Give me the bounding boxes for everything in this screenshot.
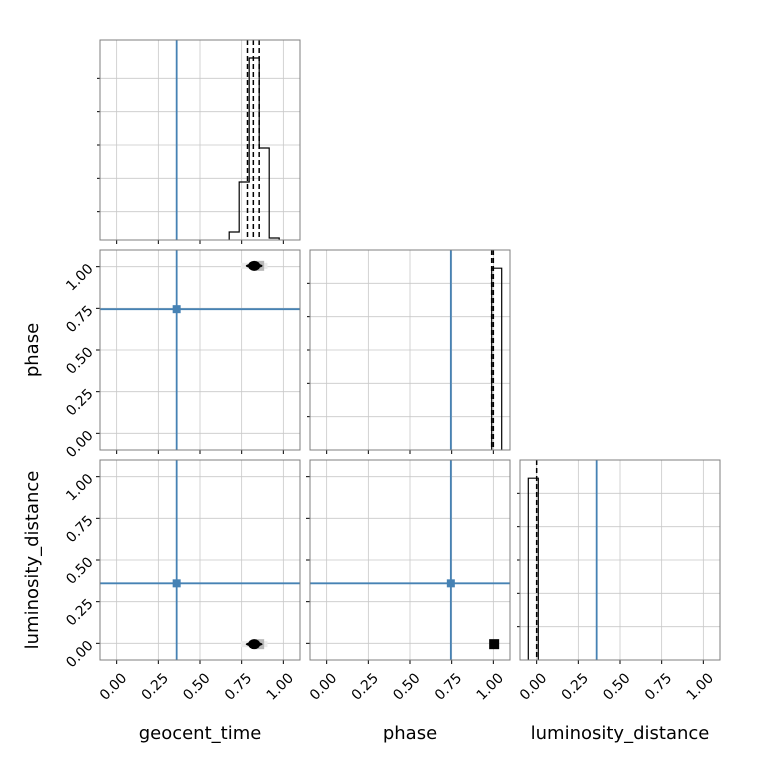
xticklabel-phase-2: 0.50 bbox=[390, 670, 423, 703]
hist-geocent_time-frame bbox=[99, 39, 301, 241]
panel-geocent_time-vs-luminosity_distance-frame bbox=[99, 459, 301, 661]
yticklabel-phase-1: 0.25 bbox=[63, 386, 96, 419]
xticklabel-phase-1: 0.25 bbox=[349, 670, 382, 703]
xlabel-phase: phase bbox=[383, 723, 437, 744]
xticklabel-luminosity_distance-1: 0.25 bbox=[559, 670, 592, 703]
panel-phase-vs-luminosity_distance-sample-point bbox=[489, 639, 500, 650]
panel-geocent_time-vs-luminosity_distance-truth-marker bbox=[172, 579, 181, 588]
yticklabel-phase-4: 1.00 bbox=[63, 261, 96, 294]
xticklabel-luminosity_distance-3: 0.75 bbox=[642, 670, 675, 703]
xticklabel-luminosity_distance-0: 0.00 bbox=[517, 670, 550, 703]
yticklabel-luminosity_distance-1: 0.25 bbox=[63, 596, 96, 629]
xticklabel-phase-3: 0.75 bbox=[432, 670, 465, 703]
yticklabel-luminosity_distance-3: 0.75 bbox=[63, 513, 96, 546]
ylabel-luminosity_distance: luminosity_distance bbox=[22, 471, 43, 650]
yticklabel-luminosity_distance-4: 1.00 bbox=[63, 471, 96, 504]
xticklabel-luminosity_distance-4: 1.00 bbox=[684, 670, 717, 703]
panel-phase-vs-luminosity_distance-truth-marker bbox=[446, 579, 455, 588]
yticklabel-phase-3: 0.75 bbox=[63, 303, 96, 336]
xticklabel-geocent_time-2: 0.50 bbox=[180, 670, 213, 703]
ylabel-phase: phase bbox=[22, 323, 43, 377]
hist-geocent_time-steps bbox=[228, 57, 280, 240]
xticklabel-geocent_time-4: 1.00 bbox=[264, 670, 297, 703]
hist-luminosity_distance-frame bbox=[519, 459, 721, 661]
xticklabel-geocent_time-1: 0.25 bbox=[139, 670, 172, 703]
xlabel-luminosity_distance: luminosity_distance bbox=[531, 723, 710, 744]
xticklabel-geocent_time-0: 0.00 bbox=[97, 670, 130, 703]
yticklabel-phase-0: 0.00 bbox=[63, 428, 96, 461]
panel-phase-vs-luminosity_distance-frame bbox=[309, 459, 511, 661]
panel-geocent_time-vs-luminosity_distance-density-peak bbox=[248, 639, 261, 650]
xticklabel-luminosity_distance-2: 0.50 bbox=[600, 670, 633, 703]
yticklabel-luminosity_distance-2: 0.50 bbox=[63, 554, 96, 587]
xlabel-geocent_time: geocent_time bbox=[139, 723, 262, 744]
xticklabel-phase-4: 1.00 bbox=[474, 670, 507, 703]
yticklabel-phase-2: 0.50 bbox=[63, 344, 96, 377]
hist-luminosity_distance-steps bbox=[527, 477, 539, 660]
panel-geocent_time-vs-phase-frame bbox=[99, 249, 301, 451]
panel-geocent_time-vs-phase-truth-marker bbox=[172, 305, 181, 314]
hist-phase-steps bbox=[491, 267, 503, 450]
xticklabel-phase-0: 0.00 bbox=[307, 670, 340, 703]
hist-phase-frame bbox=[309, 249, 511, 451]
panel-geocent_time-vs-phase-density-peak bbox=[248, 260, 261, 271]
xticklabel-geocent_time-3: 0.75 bbox=[222, 670, 255, 703]
yticklabel-luminosity_distance-0: 0.00 bbox=[63, 638, 96, 671]
